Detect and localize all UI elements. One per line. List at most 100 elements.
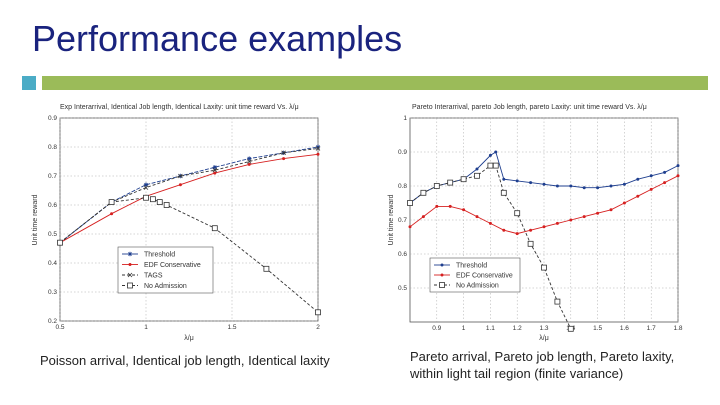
right-legend-item-no-admission: No Admission bbox=[434, 282, 499, 290]
right-point-edf-conservative bbox=[488, 221, 492, 225]
right-point-edf-conservative bbox=[676, 174, 680, 178]
left-x-tick-label: 0.5 bbox=[55, 324, 64, 331]
left-point-tags bbox=[178, 173, 183, 179]
right-point-no-admission bbox=[554, 298, 561, 305]
left-series bbox=[57, 144, 321, 316]
right-point-no-admission bbox=[433, 183, 440, 189]
left-point-threshold bbox=[247, 156, 252, 161]
right-x-tick-label: 1.2 bbox=[513, 325, 522, 332]
right-point-threshold bbox=[502, 177, 506, 181]
right-point-no-admission bbox=[541, 264, 547, 271]
right-point-edf-conservative bbox=[596, 211, 600, 215]
left-grid bbox=[59, 117, 319, 322]
left-point-no-admission bbox=[315, 309, 321, 316]
right-chart-title: Pareto Interarrival, pareto Job length, … bbox=[412, 104, 647, 111]
left-legend-marker bbox=[127, 251, 133, 257]
left-y-tick-label: 0.4 bbox=[48, 260, 57, 267]
right-point-threshold bbox=[609, 184, 613, 188]
right-legend-item-edf-conservative: EDF Conservative bbox=[434, 273, 513, 280]
right-series bbox=[407, 150, 680, 332]
left-legend-marker bbox=[128, 263, 132, 266]
left-legend-marker bbox=[127, 282, 133, 289]
right-legend-marker bbox=[440, 273, 444, 277]
right-point-edf-conservative bbox=[636, 194, 640, 198]
caption-left: Poisson arrival, Identical job length, I… bbox=[40, 353, 330, 368]
right-y-tick-label: 0.8 bbox=[398, 183, 407, 190]
right-point-edf-conservative bbox=[435, 204, 439, 208]
left-legend-item-threshold: Threshold bbox=[122, 252, 175, 259]
left-y-tick-label: 0.6 bbox=[48, 202, 57, 209]
right-series-no-admission bbox=[407, 162, 574, 332]
right-point-no-admission bbox=[567, 325, 574, 332]
left-point-threshold bbox=[212, 165, 217, 170]
left-line-tags bbox=[59, 148, 319, 244]
left-point-no-admission bbox=[57, 239, 63, 246]
right-point-threshold bbox=[596, 186, 600, 190]
right-point-threshold bbox=[649, 174, 653, 178]
right-y-tick-label: 0.6 bbox=[398, 251, 407, 258]
left-tick-labels: 0.5 1 1.5 2 0.2 0.3 0.4 0.5 0.6 0.7 0.8 0.9 bbox=[48, 115, 320, 331]
right-x-axis-label: λ/μ bbox=[539, 335, 548, 342]
right-point-no-admission bbox=[527, 240, 534, 247]
left-line-no-admission bbox=[59, 197, 319, 313]
left-legend-item-edf-conservative: EDF Conservative bbox=[122, 262, 201, 269]
left-legend-label: Threshold bbox=[144, 252, 175, 259]
left-point-threshold bbox=[315, 144, 321, 150]
left-x-tick-label: 1 bbox=[144, 324, 148, 331]
right-point-edf-conservative bbox=[448, 204, 452, 208]
right-point-edf-conservative bbox=[421, 215, 425, 219]
right-point-threshold bbox=[555, 184, 559, 188]
right-x-tick-label: 1.7 bbox=[647, 325, 656, 332]
right-point-edf-conservative bbox=[408, 225, 412, 229]
left-point-tags bbox=[246, 159, 252, 164]
right-chart: 0.911.11.21.31.41.51.61.71.80.50.60.70.8… bbox=[388, 104, 683, 342]
right-point-threshold bbox=[529, 181, 533, 185]
right-x-tick-label: 1.1 bbox=[486, 325, 495, 332]
right-legend-label: No Admission bbox=[456, 283, 499, 290]
right-y-tick-label: 0.9 bbox=[398, 149, 407, 156]
right-point-edf-conservative bbox=[609, 208, 613, 212]
right-point-edf-conservative bbox=[569, 218, 573, 222]
left-y-tick-label: 0.7 bbox=[48, 173, 57, 180]
right-legend-label: EDF Conservative bbox=[456, 273, 513, 280]
right-x-tick-label: 1.3 bbox=[539, 325, 548, 332]
right-point-threshold bbox=[636, 177, 640, 181]
left-point-edf-conservative bbox=[213, 171, 217, 175]
right-x-tick-label: 1 bbox=[462, 325, 466, 332]
left-x-axis-label: λ/μ bbox=[184, 335, 193, 342]
right-point-edf-conservative bbox=[622, 201, 626, 205]
right-point-no-admission bbox=[420, 189, 427, 196]
left-y-tick-label: 0.3 bbox=[48, 289, 57, 296]
left-legend-label: TAGS bbox=[144, 273, 163, 280]
right-point-threshold bbox=[494, 150, 498, 154]
left-point-edf-conservative bbox=[282, 157, 286, 161]
left-point-no-admission bbox=[156, 199, 163, 206]
right-series-edf-conservative bbox=[408, 174, 680, 236]
right-point-threshold bbox=[663, 170, 667, 174]
left-point-no-admission bbox=[163, 202, 170, 208]
right-point-no-admission bbox=[447, 179, 454, 186]
left-y-axis-label: Unit time reward bbox=[32, 194, 39, 245]
left-point-threshold bbox=[143, 182, 149, 187]
slide-title: Performance examples bbox=[32, 18, 403, 59]
left-legend-label: EDF Conservative bbox=[144, 262, 201, 269]
right-point-threshold bbox=[676, 164, 680, 168]
right-point-edf-conservative bbox=[502, 228, 506, 232]
right-point-edf-conservative bbox=[515, 232, 519, 236]
left-legend-item-no-admission: No Admission bbox=[122, 282, 187, 290]
left-legend-label: No Admission bbox=[144, 283, 187, 290]
right-point-no-admission bbox=[460, 176, 467, 183]
right-legend-marker bbox=[439, 282, 445, 288]
right-x-tick-label: 1.6 bbox=[620, 325, 629, 332]
right-point-threshold bbox=[475, 167, 479, 171]
right-point-edf-conservative bbox=[475, 215, 479, 219]
left-point-tags bbox=[212, 167, 218, 173]
right-point-no-admission bbox=[474, 172, 480, 179]
left-chart: 0.5 1 1.5 2 0.2 0.3 0.4 0.5 0.6 0.7 0.8 0.9 Exp Int… bbox=[32, 104, 321, 342]
right-legend: Threshold EDF Conservative No Admission bbox=[429, 257, 521, 293]
right-point-no-admission bbox=[514, 210, 521, 217]
right-point-edf-conservative bbox=[649, 187, 653, 191]
right-y-tick-label: 0.7 bbox=[398, 217, 407, 224]
left-y-tick-label: 0.8 bbox=[48, 144, 57, 151]
